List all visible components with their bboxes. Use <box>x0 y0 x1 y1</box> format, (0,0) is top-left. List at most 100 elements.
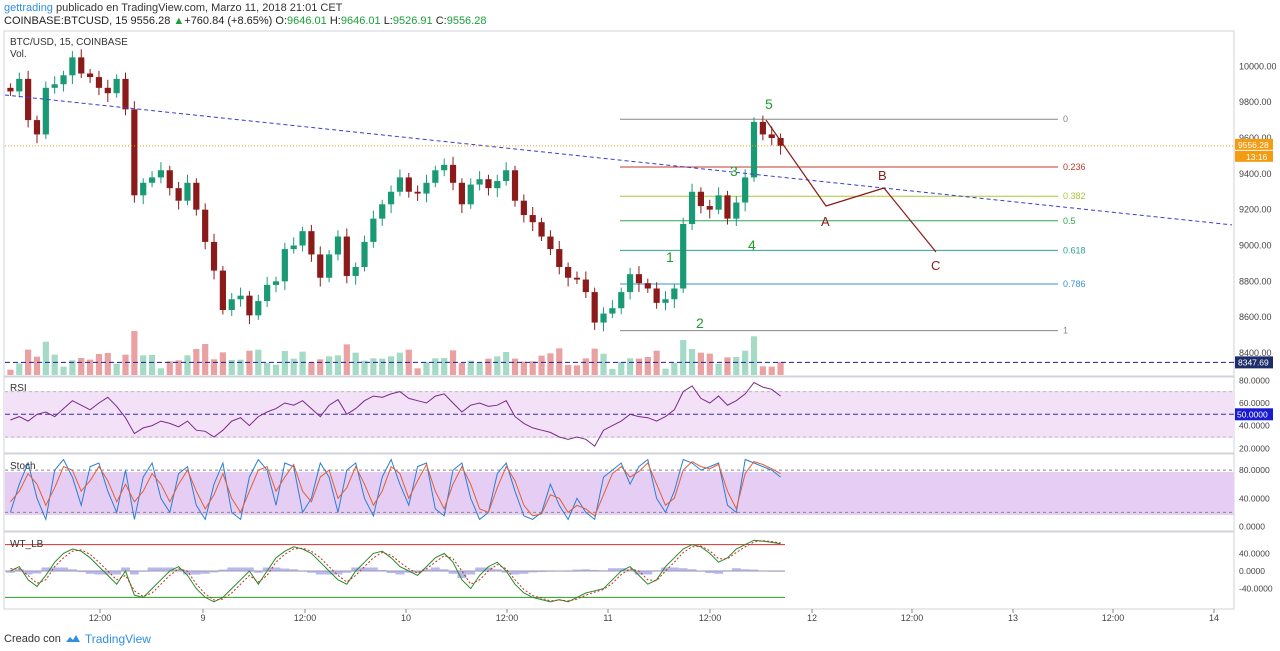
rsi-tick-label: 80.0000 <box>1239 375 1270 385</box>
wt-histogram-bar <box>492 569 502 571</box>
wt-histogram-bar <box>678 568 688 571</box>
volume-bar <box>122 354 129 375</box>
candle-body <box>724 195 731 219</box>
rsi-label: RSI <box>10 383 27 394</box>
wt-histogram-bar <box>537 571 546 573</box>
volume-bar <box>777 362 784 375</box>
candle-body <box>609 308 616 314</box>
volume-bar <box>334 355 342 375</box>
wt-histogram-bar <box>289 569 299 571</box>
wt-histogram-bar <box>607 568 617 571</box>
candle-body <box>423 182 430 194</box>
low-label: L: <box>383 15 393 27</box>
time-tick-label: 14 <box>1209 613 1219 623</box>
candle-body <box>104 87 111 94</box>
volume-label: Vol. <box>10 49 27 60</box>
candle-body <box>352 267 359 276</box>
wt-histogram-bar <box>466 571 476 575</box>
wt-histogram-bar <box>50 567 60 571</box>
candle-body <box>361 241 368 267</box>
wt-histogram-bar <box>209 571 219 573</box>
author-link[interactable]: gettrading <box>4 2 53 14</box>
wt-histogram-bar <box>545 571 555 572</box>
wt-histogram-bar <box>740 569 750 571</box>
candle-body <box>476 179 483 185</box>
volume-bar <box>671 363 678 375</box>
volume-bar <box>104 353 111 375</box>
wt1-line <box>10 539 781 603</box>
elliott-wave-label: 2 <box>696 315 704 331</box>
volume-bar <box>423 362 430 375</box>
candle-body <box>742 177 749 203</box>
wt-histogram-bar <box>165 567 175 571</box>
candle-body <box>387 191 395 205</box>
volume-bar <box>582 358 589 375</box>
candle-body <box>7 87 14 92</box>
candle-body <box>565 267 572 278</box>
candle-body <box>60 75 67 85</box>
wt-histogram-bar <box>696 571 706 572</box>
candle-body <box>113 78 120 94</box>
close-label: C: <box>435 15 447 27</box>
candle-body <box>680 224 687 289</box>
fib-level-label: 0.618 <box>1063 245 1086 255</box>
wt-histogram-bar <box>280 568 290 571</box>
candle-body <box>237 295 244 300</box>
wt-histogram-bar <box>67 569 77 571</box>
candle-body <box>547 236 554 250</box>
elliott-wave-label: 3 <box>730 163 738 179</box>
candle-body <box>69 57 76 76</box>
wt-histogram-bar <box>271 567 281 571</box>
volume-bar <box>237 359 244 375</box>
wt-histogram-bar <box>448 571 458 574</box>
volume-bar <box>600 353 607 375</box>
volume-bar <box>538 355 545 375</box>
price-tick-label: 8400.00 <box>1239 348 1272 358</box>
tradingview-brand[interactable]: TradingView <box>84 632 151 646</box>
candle-body <box>370 218 377 242</box>
fib-level-label: 1 <box>1063 326 1068 336</box>
candle-body <box>582 279 589 293</box>
candle-body <box>42 87 49 135</box>
candle-body <box>33 120 41 135</box>
wt-histogram-bar <box>590 569 600 571</box>
wt-histogram-bar <box>386 571 396 574</box>
candle-body <box>308 231 315 255</box>
time-tick-label: 12:00 <box>89 613 112 623</box>
volume-bar <box>476 363 483 375</box>
volume-bar <box>724 357 731 375</box>
price-tick-label: 9800.00 <box>1239 97 1272 107</box>
volume-bar <box>467 360 474 375</box>
close-value: 9556.28 <box>446 15 487 27</box>
candle-body <box>78 57 85 74</box>
rsi-line <box>10 381 781 447</box>
last-price: 9556.28 <box>130 15 171 27</box>
volume-bar <box>591 348 598 375</box>
candle-body <box>184 182 191 201</box>
price-tick-label: 9200.00 <box>1239 205 1272 215</box>
price-tick-label: 9600.00 <box>1239 133 1272 143</box>
candle-body <box>25 78 32 121</box>
rsi-tick-label: 20.0000 <box>1239 443 1270 453</box>
volume-bar <box>255 349 262 375</box>
volume-bar <box>157 368 165 375</box>
volume-bar <box>441 358 448 375</box>
wt-histogram-bar <box>23 571 33 575</box>
wt-histogram-bar <box>333 571 343 575</box>
candle-body <box>264 284 271 302</box>
wt-tick-label: 0.0000 <box>1239 566 1265 576</box>
rsi-level-label: 50.0000 <box>1237 409 1268 419</box>
time-tick-label: 12:00 <box>901 613 924 623</box>
volume-bar <box>547 353 554 375</box>
volume-bar <box>750 336 758 375</box>
wt-histogram-bar <box>6 571 15 573</box>
candle-body <box>671 288 678 300</box>
candle-body <box>166 170 173 189</box>
volume-bar <box>184 355 191 375</box>
wt-histogram-bar <box>652 570 662 571</box>
candle-body <box>697 191 705 207</box>
candle-body <box>334 236 342 255</box>
time-tick-label: 12 <box>807 613 817 623</box>
fib-level-label: 0.5 <box>1063 216 1076 226</box>
